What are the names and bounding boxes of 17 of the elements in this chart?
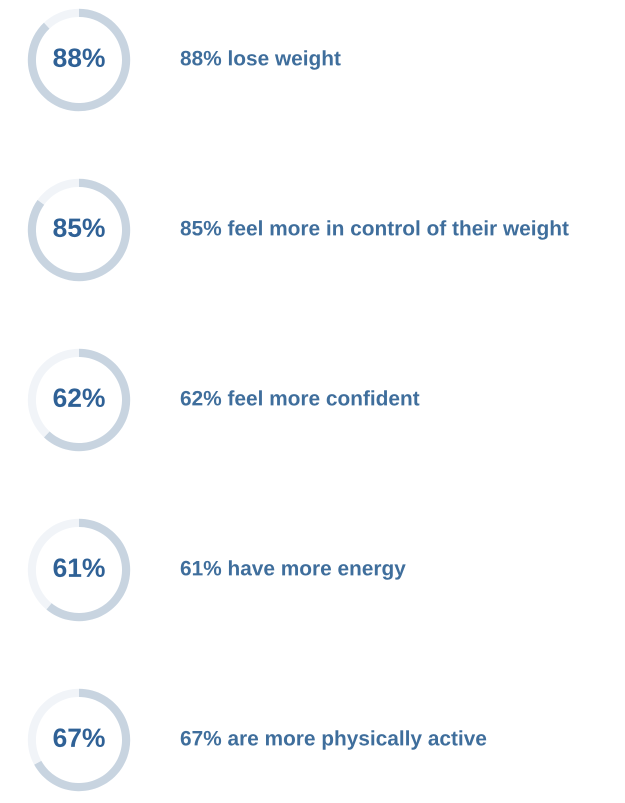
data-label: 61%: [54, 558, 105, 578]
donut-slice: [44, 348, 130, 452]
text: 67% are more physically active: [180, 730, 486, 750]
donut-slice: [38, 178, 79, 205]
text: 61% have more energy: [180, 560, 406, 580]
text: 88% lose weight: [180, 50, 341, 70]
donut-slice: [44, 8, 79, 29]
data-label: 62%: [54, 388, 105, 408]
data-label: 67%: [54, 728, 105, 748]
data-label: 88%: [53, 48, 105, 68]
data-label: 85%: [53, 218, 105, 238]
text: 62% feel more confident: [180, 390, 420, 406]
text: 85% feel more in control of their weight: [180, 220, 569, 240]
donut-slice: [28, 178, 130, 282]
donut-slice: [28, 8, 130, 112]
donut-slice: [34, 688, 130, 792]
donut-slice: [46, 518, 130, 622]
